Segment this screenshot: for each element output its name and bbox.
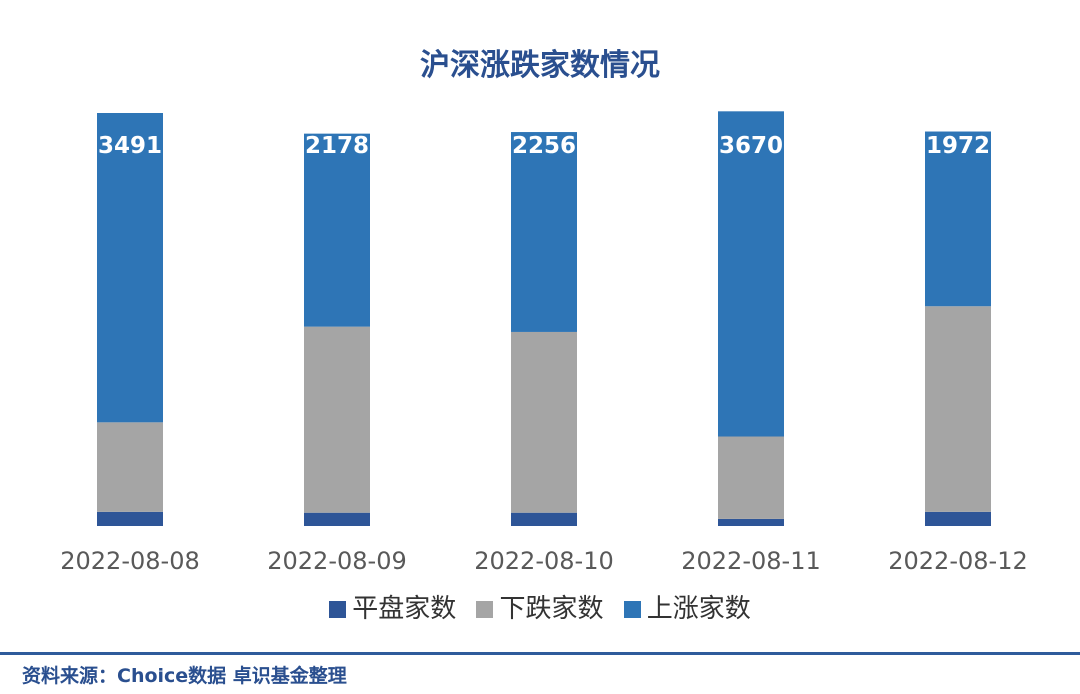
- legend-label-up: 上涨家数: [646, 594, 751, 624]
- bar-flat-2022-08-10: [511, 512, 577, 526]
- data-label-2022-08-11: 3670: [719, 133, 783, 159]
- footer-divider: [0, 652, 1080, 655]
- x-tick-label-2022-08-11: 2022-08-11: [681, 547, 820, 575]
- bar-down-2022-08-12: [925, 306, 991, 512]
- bar-down-2022-08-09: [304, 326, 370, 513]
- chart-title: 沪深涨跌家数情况: [420, 48, 660, 83]
- bar-down-2022-08-08: [97, 422, 163, 512]
- bar-up-2022-08-08: [97, 113, 163, 423]
- bar-down-2022-08-11: [718, 436, 784, 519]
- bar-flat-2022-08-08: [97, 511, 163, 526]
- bar-up-2022-08-11: [718, 111, 784, 437]
- source-note: 资料来源：Choice数据 卓识基金整理: [22, 665, 347, 687]
- x-tick-label-2022-08-09: 2022-08-09: [267, 547, 406, 575]
- bar-flat-2022-08-12: [925, 511, 991, 526]
- bar-up-2022-08-09: [304, 133, 370, 327]
- x-tick-label-2022-08-10: 2022-08-10: [474, 547, 613, 575]
- bar-down-2022-08-10: [511, 331, 577, 513]
- x-tick-label-2022-08-08: 2022-08-08: [60, 547, 199, 575]
- data-label-2022-08-08: 3491: [98, 133, 162, 159]
- legend-label-flat: 平盘家数: [352, 594, 457, 624]
- data-label-2022-08-09: 2178: [305, 133, 369, 159]
- legend-item-down: 下跌家数: [476, 588, 604, 625]
- legend: 平盘家数 下跌家数 上涨家数: [0, 588, 1080, 625]
- bar-up-2022-08-12: [925, 131, 991, 307]
- legend-label-down: 下跌家数: [499, 594, 604, 624]
- data-label-2022-08-12: 1972: [926, 133, 990, 159]
- x-tick-label-2022-08-12: 2022-08-12: [888, 547, 1027, 575]
- legend-item-up: 上涨家数: [623, 588, 751, 625]
- legend-swatch-flat: [329, 601, 347, 618]
- bar-flat-2022-08-09: [304, 512, 370, 526]
- bar-flat-2022-08-11: [718, 518, 784, 526]
- bar-up-2022-08-10: [511, 132, 577, 332]
- legend-swatch-down: [476, 601, 494, 618]
- data-label-2022-08-10: 2256: [512, 133, 576, 159]
- legend-swatch-up: [623, 601, 641, 618]
- legend-item-flat: 平盘家数: [329, 588, 456, 625]
